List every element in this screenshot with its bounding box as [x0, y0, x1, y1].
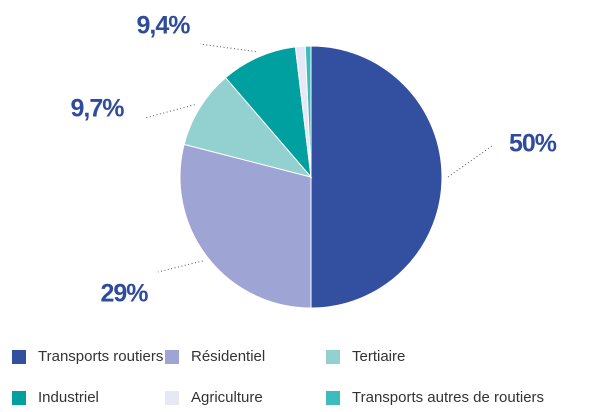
legend-label: Agriculture: [191, 389, 263, 406]
legend-swatch: [165, 350, 179, 364]
pie-slice: [224, 46, 312, 179]
leader-line: [447, 145, 493, 178]
pie-slice: [179, 143, 312, 309]
legend-swatch: [326, 391, 340, 405]
leader-line: [144, 104, 195, 119]
legend-label: Transports autres de routiers: [352, 389, 544, 406]
legend-swatch: [12, 350, 26, 364]
legend-swatch: [12, 391, 26, 405]
pie-slice: [183, 76, 313, 178]
legend-swatch: [326, 350, 340, 364]
legend-label: Industriel: [38, 389, 99, 406]
legend-label: Transports routiers: [38, 348, 163, 365]
legend-swatch: [165, 391, 179, 405]
legend-label: Résidentiel: [191, 348, 265, 365]
pie-slice: [310, 45, 443, 309]
value-label: 29%: [100, 280, 148, 308]
value-label: 9,4%: [137, 12, 191, 40]
value-label: 50%: [509, 130, 557, 158]
value-label: 9,7%: [71, 95, 125, 123]
pie-slice: [304, 45, 312, 178]
leader-line: [199, 43, 256, 53]
legend-label: Tertiaire: [352, 348, 405, 365]
leader-line: [157, 260, 203, 273]
